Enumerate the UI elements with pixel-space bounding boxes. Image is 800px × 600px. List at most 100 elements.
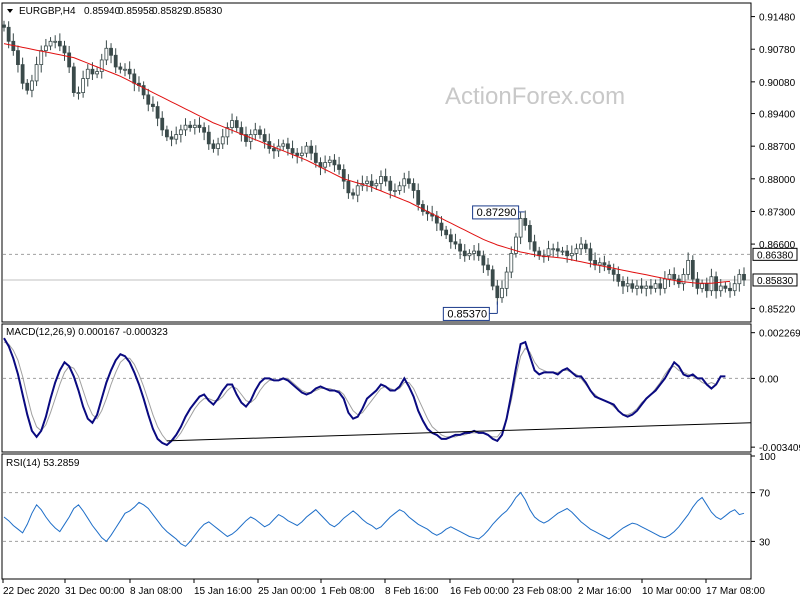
candle-body <box>611 269 616 275</box>
candle-body <box>304 145 309 154</box>
x-tick-label: 15 Jan 16:00 <box>194 586 252 597</box>
candle-body <box>118 66 123 70</box>
macd-signal-line <box>3 341 717 442</box>
candle-body <box>30 80 34 91</box>
x-tick-label: 8 Feb 16:00 <box>385 586 439 597</box>
candle-body <box>285 143 290 149</box>
candle-body <box>160 117 165 131</box>
candle-body <box>583 243 588 250</box>
candle-body <box>649 285 653 289</box>
candle-body <box>504 271 509 289</box>
candle-body <box>109 47 113 56</box>
candle-body <box>662 278 667 289</box>
rsi-y-tick-label: 100 <box>759 452 776 463</box>
candle-body <box>220 136 225 145</box>
candle-body <box>448 234 453 243</box>
candle-body <box>216 143 220 149</box>
price-y-tick-label: 0.90780 <box>759 45 796 56</box>
candle-body <box>439 222 444 231</box>
candle-body <box>653 283 658 289</box>
macd-y-tick-label: 0.00 <box>759 374 779 385</box>
candle-body <box>211 143 216 149</box>
candle-body <box>351 192 355 196</box>
candle-body <box>374 183 379 187</box>
candle-body <box>728 287 732 292</box>
candle-body <box>104 47 109 61</box>
candle-body <box>6 26 11 42</box>
candle-body <box>337 164 341 170</box>
candle-body <box>43 45 48 52</box>
candle-body <box>71 66 76 93</box>
moving-average-line <box>3 43 731 284</box>
candle-body <box>625 283 630 287</box>
candle-body <box>379 176 383 184</box>
candle-body <box>76 92 81 94</box>
price-y-tick-label: 0.90080 <box>759 78 796 89</box>
candle-body <box>681 273 686 285</box>
candle-body <box>555 248 560 252</box>
candle-body <box>416 190 421 205</box>
candle-body <box>225 127 230 138</box>
candle-body <box>690 259 695 280</box>
candle-body <box>411 183 416 191</box>
candle-body <box>206 131 211 145</box>
candle-body <box>57 40 62 47</box>
candle-body <box>85 68 90 79</box>
candle-body <box>174 134 179 140</box>
price-y-tick-label: 0.88000 <box>759 175 796 186</box>
x-tick-label: 25 Jan 00:00 <box>258 586 316 597</box>
candle-body <box>258 129 262 135</box>
candle-body <box>281 143 286 147</box>
candle-body <box>616 273 621 282</box>
x-tick-label: 31 Dec 00:00 <box>65 586 125 597</box>
candle-body <box>532 241 537 252</box>
candle-body <box>723 285 728 289</box>
candle-body <box>635 285 639 289</box>
price-y-tick-label: 0.91480 <box>759 13 796 24</box>
symbol-label: EURGBP,H4 <box>19 6 76 17</box>
candle-body <box>95 71 99 75</box>
x-tick-label: 23 Feb 08:00 <box>513 586 572 597</box>
candle-body <box>481 255 486 266</box>
low-annotation-label: 0.85370 <box>447 308 487 320</box>
price-y-tick-label: 0.89400 <box>759 110 796 121</box>
candle-body <box>2 24 6 28</box>
candle-body <box>99 59 104 72</box>
price-level-box <box>752 247 798 261</box>
macd-y-tick-label: -0.003409 <box>759 443 800 454</box>
candle-body <box>695 278 700 289</box>
candle-body <box>20 64 25 84</box>
candle-body <box>197 124 202 128</box>
candle-body <box>514 236 518 254</box>
price-y-tick-label: 0.86600 <box>759 240 796 251</box>
candle-body <box>202 127 207 133</box>
candle-body <box>472 250 476 254</box>
x-tick-label: 16 Feb 00:00 <box>450 586 509 597</box>
candle-body <box>39 50 44 66</box>
candle-body <box>737 273 742 285</box>
candle-body <box>458 243 463 252</box>
candle-body <box>295 152 300 156</box>
candle-body <box>81 78 86 93</box>
candle-body <box>113 54 118 68</box>
dropdown-triangle-icon <box>7 9 13 13</box>
candle-body <box>383 176 388 182</box>
candle-body <box>467 253 472 257</box>
macd-y-tick-label: 0.002269 <box>759 329 800 340</box>
candle-body <box>365 180 369 184</box>
candle-body <box>714 276 718 292</box>
candle-body <box>244 134 248 142</box>
candle-body <box>704 283 709 292</box>
candle-body <box>700 283 705 289</box>
price-y-tick-label: 0.85220 <box>759 304 796 315</box>
x-tick-label: 2 Mar 16:00 <box>578 586 632 597</box>
candle-body <box>574 248 579 254</box>
candle-body <box>151 103 155 107</box>
candle-body <box>192 124 197 128</box>
candle-body <box>486 264 490 271</box>
candle-body <box>309 145 314 154</box>
price-level-box <box>752 273 798 287</box>
macd-label: MACD(12,26,9) 0.000167 -0.000323 <box>6 327 168 338</box>
candle-body <box>551 248 556 251</box>
